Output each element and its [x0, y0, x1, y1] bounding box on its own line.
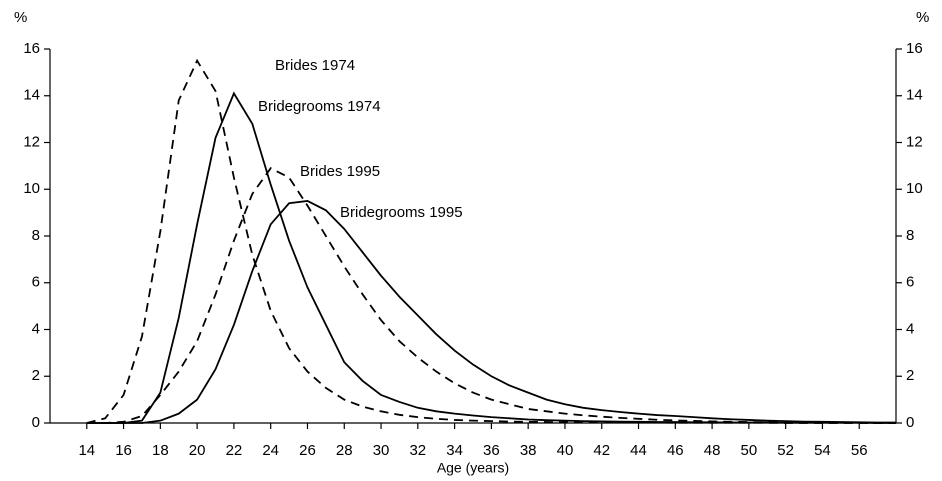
series-line [86, 167, 896, 424]
y2-tick-label: 16 [906, 40, 923, 57]
x-tick-label: 28 [336, 442, 353, 459]
x-tick-label: 44 [630, 442, 647, 459]
x-tick-label: 32 [409, 442, 426, 459]
x-tick-label: 34 [446, 442, 463, 459]
x-tick-label: 54 [814, 442, 831, 459]
series-label: Brides 1974 [275, 57, 355, 74]
x-tick-label: 26 [299, 442, 316, 459]
x-tick-label: 42 [593, 442, 610, 459]
series-line [86, 58, 896, 424]
y2-tick-label: 6 [906, 274, 914, 291]
y-axis-label: % [14, 9, 27, 26]
y2-tick-label: 10 [906, 180, 923, 197]
y2-tick-label: 0 [906, 414, 914, 431]
y-tick-label: 8 [32, 227, 40, 244]
series-line [86, 200, 896, 424]
x-tick-label: 30 [373, 442, 390, 459]
x-tick-label: 20 [189, 442, 206, 459]
x-tick-label: 16 [115, 442, 132, 459]
y2-tick-label: 2 [906, 367, 914, 384]
x-tick-label: 40 [557, 442, 574, 459]
series-label: Bridegrooms 1995 [340, 204, 463, 221]
x-tick-label: 36 [483, 442, 500, 459]
y-tick-label: 6 [32, 274, 40, 291]
y-tick-label: 2 [32, 367, 40, 384]
x-tick-label: 38 [520, 442, 537, 459]
series-label: Brides 1995 [300, 163, 380, 180]
y-tick-label: 0 [32, 414, 40, 431]
x-tick-label: 46 [667, 442, 684, 459]
y-tick-label: 16 [23, 40, 40, 57]
y2-tick-label: 8 [906, 227, 914, 244]
series-line [86, 91, 896, 424]
x-tick-label: 48 [704, 442, 721, 459]
x-tick-label: 18 [152, 442, 169, 459]
x-tick-label: 24 [262, 442, 279, 459]
x-tick-label: 56 [851, 442, 868, 459]
x-tick-label: 50 [741, 442, 758, 459]
y2-tick-label: 12 [906, 133, 923, 150]
y2-axis-label: % [916, 9, 929, 26]
y-tick-label: 14 [23, 87, 40, 104]
series-label: Bridegrooms 1974 [258, 98, 381, 115]
y2-tick-label: 4 [906, 320, 914, 337]
y-tick-label: 4 [32, 320, 40, 337]
x-axis-label: Age (years) [437, 460, 509, 476]
x-tick-label: 52 [777, 442, 794, 459]
x-tick-label: 22 [226, 442, 243, 459]
x-tick-label: 14 [78, 442, 95, 459]
y-tick-label: 12 [23, 133, 40, 150]
y-tick-label: 10 [23, 180, 40, 197]
y2-tick-label: 14 [906, 87, 923, 104]
